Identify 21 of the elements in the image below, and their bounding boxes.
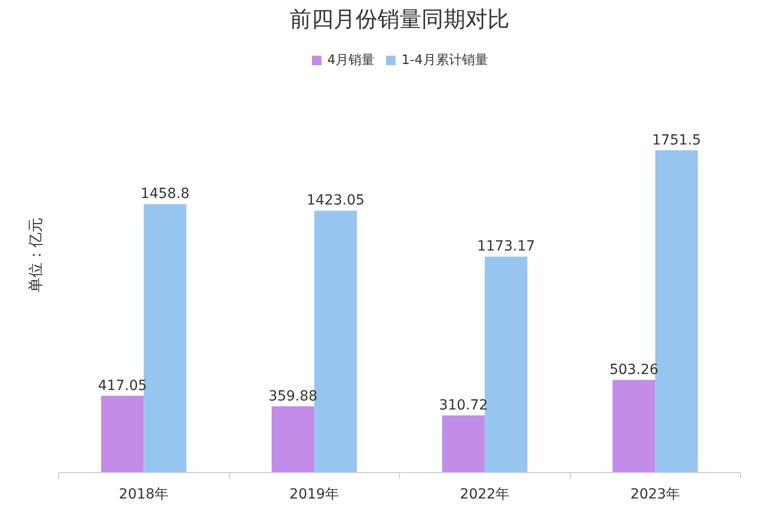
- data-label: 417.05: [98, 378, 147, 394]
- legend-label: 4月销量: [327, 52, 375, 69]
- data-label: 1423.05: [306, 192, 365, 209]
- bar: [484, 256, 528, 472]
- y-axis-title: 单位：亿元: [26, 218, 44, 292]
- data-label: 359.88: [268, 388, 318, 404]
- bar: [442, 415, 485, 472]
- data-label: 1458.8: [140, 186, 190, 202]
- x-tick-label: 2023年: [630, 486, 680, 502]
- x-tick-label: 2022年: [460, 486, 510, 502]
- data-label: 1751.5: [652, 132, 702, 148]
- legend-label: 1-4月累计销量: [402, 52, 488, 69]
- chart-title: 前四月份销量同期对比: [290, 8, 510, 32]
- data-label: 503.26: [609, 362, 659, 378]
- data-label: 310.72: [438, 397, 488, 414]
- data-label: 1173.17: [477, 238, 536, 255]
- x-tick-label: 2019年: [289, 486, 340, 502]
- bar: [612, 380, 656, 472]
- x-tick-label: 2018年: [118, 486, 169, 502]
- bar: [272, 406, 314, 472]
- bar: [101, 396, 144, 472]
